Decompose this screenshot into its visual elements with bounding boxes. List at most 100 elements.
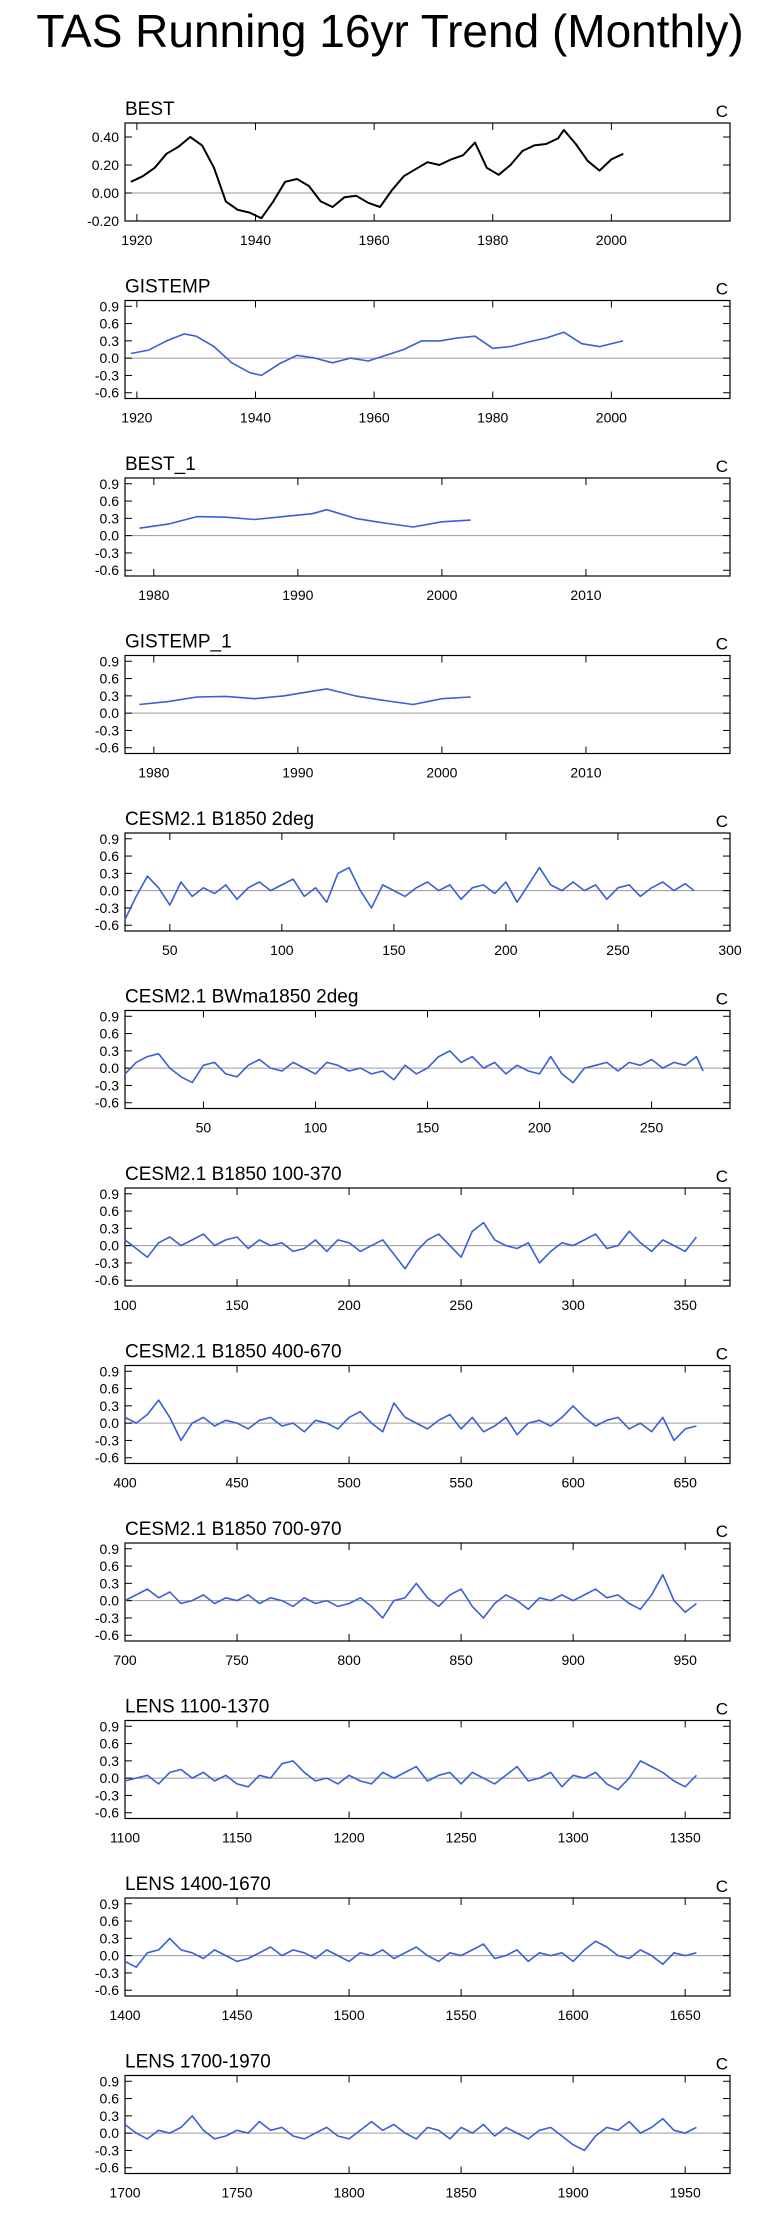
y-tick-label: 0.9: [100, 1008, 120, 1024]
x-tick-label: 1900: [558, 2185, 589, 2201]
panel-title: GISTEMP: [125, 277, 211, 298]
chart-panel: BEST_1 C -0.6-0.30.0 0.30.60.9 1980 1990 2000 2…: [95, 454, 731, 603]
series-line: [124, 1760, 697, 1791]
y-tick-label: -0.3: [95, 1787, 119, 1803]
y-tick-label: 0.0: [100, 1948, 120, 1964]
y-tick-label: 0.3: [100, 1398, 120, 1414]
series-line: [124, 1937, 697, 1968]
y-tick-label: 0.6: [100, 1203, 120, 1219]
plot-frame: [124, 299, 731, 400]
y-tick-label: 0.6: [100, 1558, 120, 1574]
plot-frame: [124, 1364, 731, 1465]
series-line: [124, 1050, 704, 1084]
x-tick-label: 100: [304, 1120, 328, 1136]
y-tick-label: 0.0: [100, 1060, 120, 1076]
y-tick-label: 0.0: [100, 2125, 120, 2141]
x-tick-label: 650: [674, 1475, 698, 1491]
panel-title: LENS 1700-1970: [125, 2052, 271, 2073]
panel-title: LENS 1100-1370: [125, 1697, 269, 1718]
y-tick-label: 0.3: [100, 1575, 120, 1591]
x-tick-label: 250: [640, 1120, 664, 1136]
y-tick-label: 0.0: [100, 1593, 120, 1609]
plot-frame: [124, 2074, 731, 2175]
y-tick-label: 0.0: [100, 883, 120, 899]
y-tick-label: 0.40: [92, 129, 119, 145]
x-tick-label: 1400: [109, 2007, 140, 2023]
y-tick-label: -0.6: [95, 917, 119, 933]
plot-frame: [124, 1009, 731, 1110]
series-line: [139, 508, 471, 529]
x-tick-label: 1600: [558, 2007, 589, 2023]
x-tick-label: 2000: [426, 765, 457, 781]
y-tick-label: 0.9: [100, 1186, 120, 1202]
unit-label: C: [716, 1167, 728, 1186]
plot-frame: [124, 1187, 731, 1287]
y-tick-label: 0.9: [100, 831, 120, 847]
y-tick-label: 0.9: [100, 298, 120, 314]
y-tick-label: 0.3: [100, 1753, 120, 1769]
unit-label: C: [716, 1877, 728, 1896]
y-tick-label: -0.3: [95, 1077, 119, 1093]
x-tick-label: 50: [162, 942, 178, 958]
y-tick-label: -0.3: [95, 2142, 119, 2158]
y-tick-label: -0.3: [95, 367, 119, 383]
unit-label: C: [716, 812, 728, 831]
chart-panel: CESM2.1 BWma1850 2deg C -0.6 -0.30.00.30.6 0…: [95, 987, 731, 1136]
x-tick-label: 450: [225, 1475, 249, 1491]
y-tick-label: 0.0: [100, 350, 120, 366]
x-tick-label: 150: [225, 1297, 249, 1313]
panel-title: BEST_1: [125, 454, 196, 475]
x-tick-label: 1300: [558, 1830, 589, 1846]
y-tick-label: 0.3: [100, 2108, 120, 2124]
x-tick-label: 1990: [282, 587, 313, 603]
x-tick-label: 400: [113, 1475, 137, 1491]
x-tick-label: 1200: [333, 1830, 364, 1846]
y-tick-label: -0.3: [95, 1432, 119, 1448]
y-tick-label: 0.3: [100, 1930, 120, 1946]
series-line: [139, 688, 471, 706]
x-tick-label: 1980: [477, 410, 508, 426]
x-tick-label: 200: [528, 1120, 552, 1136]
y-tick-label: 0.3: [100, 865, 120, 881]
main-title: TAS Running 16yr Trend (Monthly): [36, 5, 744, 57]
y-tick-label: -0.6: [95, 1450, 119, 1466]
y-tick-label: 0.9: [100, 476, 120, 492]
plot-frame: [124, 832, 731, 932]
panel-title: CESM2.1 B1850 2deg: [125, 809, 314, 830]
x-tick-label: 700: [113, 1652, 137, 1668]
series-line: [130, 331, 624, 377]
y-tick-label: 0.6: [100, 493, 120, 509]
y-tick-label: 0.0: [100, 528, 120, 544]
y-tick-label: -0.6: [95, 740, 119, 756]
panel-title: CESM2.1 B1850 700-970: [125, 1519, 342, 1540]
x-tick-label: 50: [196, 1120, 212, 1136]
y-tick-label: -0.6: [95, 1805, 119, 1821]
x-tick-label: 1920: [121, 232, 152, 248]
panel-title: CESM2.1 BWma1850 2deg: [125, 987, 358, 1008]
y-tick-label: 0.6: [100, 316, 120, 332]
y-tick-label: 0.6: [100, 671, 120, 687]
x-tick-label: 1980: [138, 587, 169, 603]
series-line: [124, 1573, 697, 1619]
x-tick-label: 800: [337, 1652, 361, 1668]
y-tick-label: -0.3: [95, 1610, 119, 1626]
y-tick-label: 0.9: [100, 1718, 120, 1734]
x-tick-label: 1990: [282, 765, 313, 781]
panel-title: BEST: [125, 99, 175, 120]
y-tick-label: 0.3: [100, 333, 120, 349]
x-tick-label: 1960: [359, 410, 390, 426]
y-tick-label: 0.6: [100, 1381, 120, 1397]
y-tick-label: -0.6: [95, 1982, 119, 1998]
x-tick-label: 300: [561, 1297, 585, 1313]
y-tick-label: -0.3: [95, 1965, 119, 1981]
x-tick-label: 1650: [670, 2007, 701, 2023]
y-tick-label: -0.6: [95, 385, 119, 401]
x-tick-label: 1950: [670, 2185, 701, 2201]
unit-label: C: [716, 102, 728, 121]
x-tick-label: 1750: [221, 2185, 252, 2201]
panel-title: CESM2.1 B1850 400-670: [125, 1342, 342, 1363]
y-tick-label: -0.3: [95, 545, 119, 561]
unit-label: C: [716, 457, 728, 476]
plot-frame: [124, 1719, 731, 1820]
